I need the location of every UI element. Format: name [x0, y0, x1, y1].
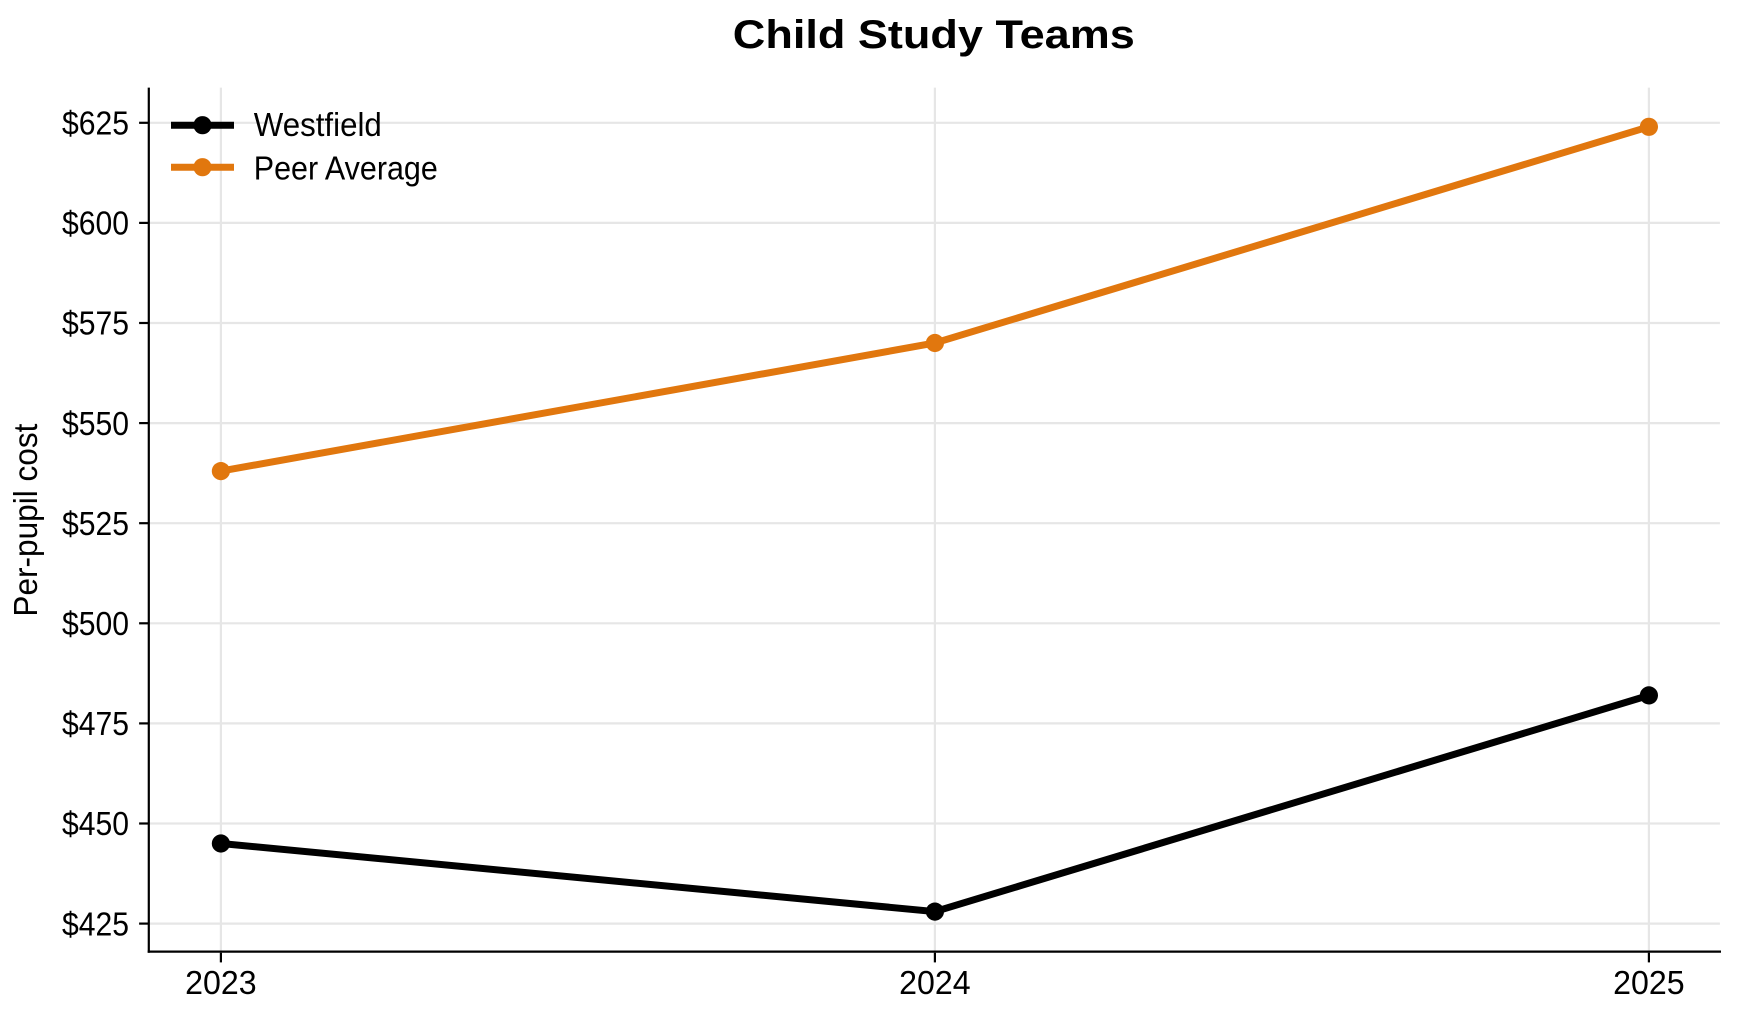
svg-text:Per-pupil cost: Per-pupil cost: [7, 424, 44, 617]
svg-text:$525: $525: [62, 505, 129, 542]
svg-text:$450: $450: [62, 805, 129, 842]
svg-text:$475: $475: [62, 705, 129, 742]
svg-text:$575: $575: [62, 305, 129, 342]
svg-text:Westfield: Westfield: [254, 106, 382, 143]
svg-text:$550: $550: [62, 405, 129, 442]
svg-text:2023: 2023: [185, 964, 257, 1001]
svg-text:2025: 2025: [1613, 964, 1685, 1001]
svg-text:$625: $625: [62, 105, 129, 142]
svg-text:Child Study Teams: Child Study Teams: [733, 13, 1135, 57]
svg-text:$425: $425: [62, 905, 129, 942]
svg-text:Peer Average: Peer Average: [254, 150, 438, 187]
svg-text:2024: 2024: [899, 964, 971, 1001]
svg-text:$600: $600: [62, 205, 129, 242]
svg-text:$500: $500: [62, 605, 129, 642]
